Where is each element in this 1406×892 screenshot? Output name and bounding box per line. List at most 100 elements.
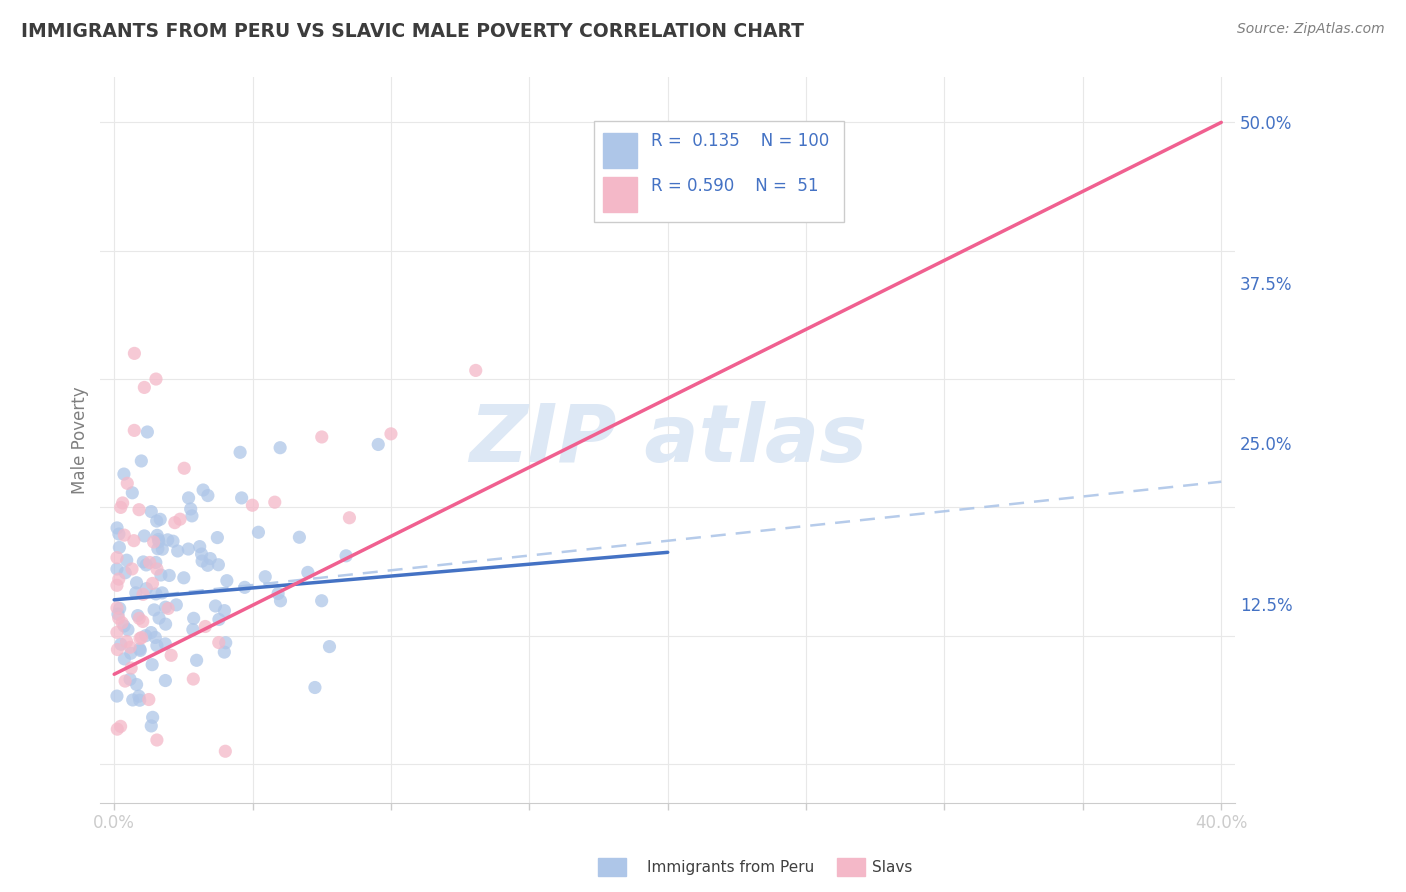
- Point: [105, 521, 128, 535]
- Point: [115, 553, 138, 567]
- Point: [114, 674, 136, 689]
- Point: [128, 642, 150, 657]
- Point: [107, 572, 129, 586]
- Point: [304, 681, 326, 695]
- Point: [155, 617, 177, 632]
- Point: [142, 710, 165, 724]
- Point: [311, 593, 333, 607]
- Point: [132, 587, 155, 601]
- Point: [208, 612, 231, 626]
- Point: [108, 541, 131, 555]
- Point: [121, 693, 143, 707]
- Point: [215, 574, 238, 588]
- Point: [128, 693, 150, 707]
- Point: [107, 607, 129, 621]
- Point: [173, 461, 195, 475]
- Text: Source: ZipAtlas.com: Source: ZipAtlas.com: [1237, 22, 1385, 37]
- Point: [114, 566, 136, 580]
- Point: [155, 600, 177, 615]
- Point: [105, 625, 128, 640]
- Point: [150, 542, 173, 557]
- Point: [129, 632, 152, 646]
- Text: Slavs: Slavs: [872, 860, 912, 874]
- Point: [128, 611, 150, 625]
- Point: [108, 527, 131, 541]
- Point: [127, 608, 149, 623]
- Point: [155, 673, 177, 688]
- Point: [112, 467, 135, 481]
- Point: [143, 631, 166, 645]
- Point: [135, 582, 157, 596]
- Point: [156, 533, 179, 547]
- Point: [105, 550, 128, 565]
- FancyBboxPatch shape: [593, 121, 844, 222]
- Point: [118, 672, 141, 686]
- Point: [464, 363, 486, 377]
- Text: ZIP atlas: ZIP atlas: [468, 401, 866, 479]
- Point: [120, 646, 142, 660]
- Text: Immigrants from Peru: Immigrants from Peru: [647, 860, 814, 874]
- Point: [207, 531, 229, 545]
- Point: [124, 424, 146, 438]
- Point: [105, 689, 128, 703]
- Point: [112, 619, 135, 633]
- Point: [136, 425, 159, 439]
- Point: [146, 528, 169, 542]
- Point: [122, 533, 145, 548]
- Point: [125, 586, 148, 600]
- Point: [146, 733, 169, 747]
- Point: [120, 640, 142, 655]
- Point: [214, 744, 236, 758]
- Point: [197, 489, 219, 503]
- Point: [215, 636, 238, 650]
- Point: [214, 645, 236, 659]
- Point: [129, 643, 152, 657]
- Point: [194, 619, 217, 633]
- Point: [155, 637, 177, 651]
- Point: [145, 587, 167, 601]
- Point: [135, 558, 157, 572]
- Point: [229, 445, 252, 459]
- Point: [141, 657, 163, 672]
- Point: [110, 637, 132, 651]
- Point: [181, 508, 204, 523]
- Point: [160, 648, 183, 663]
- Point: [107, 611, 129, 625]
- Point: [110, 500, 132, 515]
- Point: [181, 623, 204, 637]
- Point: [117, 476, 139, 491]
- Point: [157, 601, 180, 615]
- Point: [105, 722, 128, 736]
- Y-axis label: Male Poverty: Male Poverty: [72, 386, 89, 494]
- Point: [263, 495, 285, 509]
- Point: [150, 586, 173, 600]
- Point: [117, 623, 139, 637]
- Point: [311, 430, 333, 444]
- Point: [112, 528, 135, 542]
- Point: [107, 642, 129, 657]
- Point: [145, 556, 167, 570]
- Point: [367, 437, 389, 451]
- Point: [183, 611, 205, 625]
- Point: [318, 640, 340, 654]
- Point: [112, 652, 135, 666]
- Point: [146, 562, 169, 576]
- Point: [163, 516, 186, 530]
- Point: [148, 611, 170, 625]
- Point: [142, 535, 165, 549]
- Point: [143, 603, 166, 617]
- Point: [186, 653, 208, 667]
- Point: [124, 346, 146, 360]
- Point: [148, 534, 170, 549]
- Point: [105, 601, 128, 615]
- Point: [105, 562, 128, 576]
- Point: [141, 505, 163, 519]
- Point: [120, 661, 142, 675]
- Point: [128, 689, 150, 703]
- Point: [254, 570, 277, 584]
- Point: [132, 615, 155, 629]
- Point: [146, 639, 169, 653]
- Point: [149, 568, 172, 582]
- Point: [149, 512, 172, 526]
- Point: [214, 604, 236, 618]
